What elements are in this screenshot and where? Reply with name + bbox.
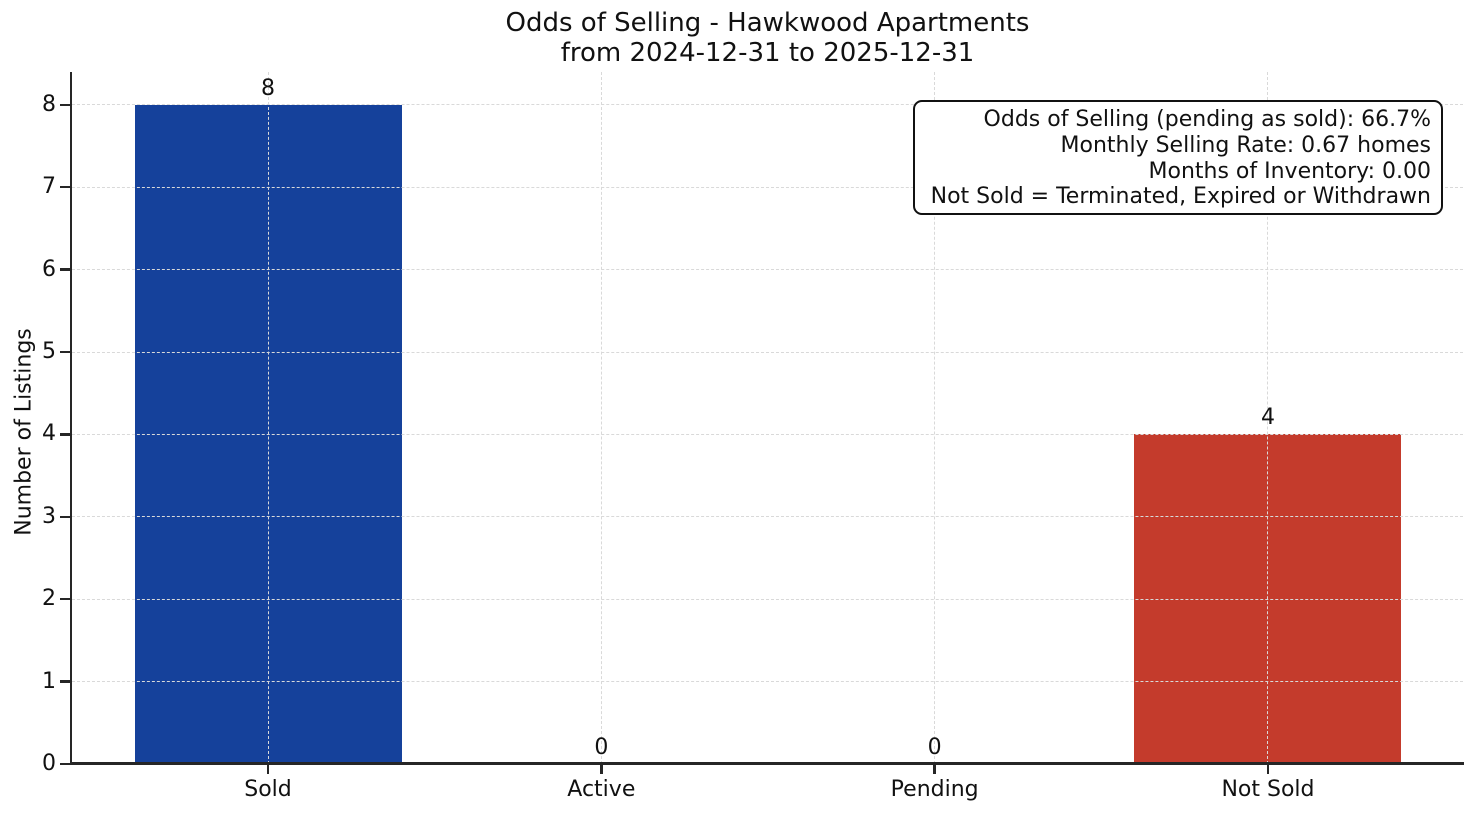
x-tick-mark (600, 764, 603, 774)
x-axis-spine (69, 762, 1464, 765)
bar-value-label: 0 (594, 735, 609, 760)
y-tick-label: 2 (42, 586, 56, 612)
y-tick-mark (60, 103, 70, 107)
bar-value-label: 4 (1260, 405, 1275, 431)
y-axis-spine (69, 72, 72, 765)
x-tick-mark (1266, 764, 1270, 774)
gridline-horizontal (72, 186, 1463, 188)
x-tick-label-active: Active (567, 777, 636, 802)
x-tick-mark (266, 764, 270, 774)
annotation-monthly-selling-rate: Monthly Selling Rate: 0.67 homes (1060, 132, 1431, 158)
y-tick-mark (60, 185, 70, 189)
x-tick-mark (933, 764, 936, 774)
y-tick-mark (60, 762, 70, 766)
chart-title: Odds of Selling - Hawkwood Apartments fr… (72, 8, 1463, 68)
stats-annotation-box: Odds of Selling (pending as sold): 66.7%… (913, 100, 1443, 215)
y-tick-label: 4 (42, 421, 56, 447)
y-tick-label: 3 (42, 503, 56, 529)
y-tick-label: 5 (42, 339, 56, 364)
y-tick-mark (60, 350, 70, 354)
chart-title-line1: Odds of Selling - Hawkwood Apartments (505, 8, 1030, 38)
gridline-horizontal (72, 598, 1463, 600)
gridline-horizontal (72, 104, 1463, 106)
y-tick-mark (60, 597, 70, 601)
annotation-months-of-inventory: Months of Inventory: 0.00 (1148, 158, 1431, 184)
gridline-horizontal (72, 269, 1463, 271)
y-tick-label: 0 (42, 751, 56, 776)
gridline-horizontal (72, 516, 1463, 518)
bar-value-label: 8 (261, 75, 275, 101)
y-tick-label: 6 (42, 256, 56, 282)
y-tick-mark (60, 268, 70, 271)
x-tick-label-sold: Sold (244, 777, 292, 802)
y-tick-mark (60, 515, 70, 519)
gridline-horizontal (72, 433, 1463, 435)
gridline-vertical (600, 72, 602, 764)
y-tick-label: 7 (42, 174, 56, 200)
bar-value-label: 0 (927, 735, 942, 760)
gridline-vertical (934, 72, 936, 764)
gridline-vertical (1267, 72, 1269, 764)
y-tick-mark (60, 433, 70, 436)
x-tick-label-not-sold: Not Sold (1221, 777, 1315, 802)
y-tick-label: 8 (42, 91, 56, 117)
x-tick-label-pending: Pending (890, 777, 979, 802)
gridline-horizontal (72, 351, 1463, 353)
gridline-horizontal (72, 681, 1463, 683)
y-tick-label: 1 (42, 668, 56, 694)
chart-title-line2: from 2024-12-31 to 2025-12-31 (560, 38, 975, 68)
annotation-not-sold-definition: Not Sold = Terminated, Expired or Withdr… (930, 184, 1431, 210)
gridline-vertical (267, 72, 269, 764)
annotation-odds-of-selling: Odds of Selling (pending as sold): 66.7% (983, 107, 1431, 132)
y-tick-mark (60, 680, 70, 683)
